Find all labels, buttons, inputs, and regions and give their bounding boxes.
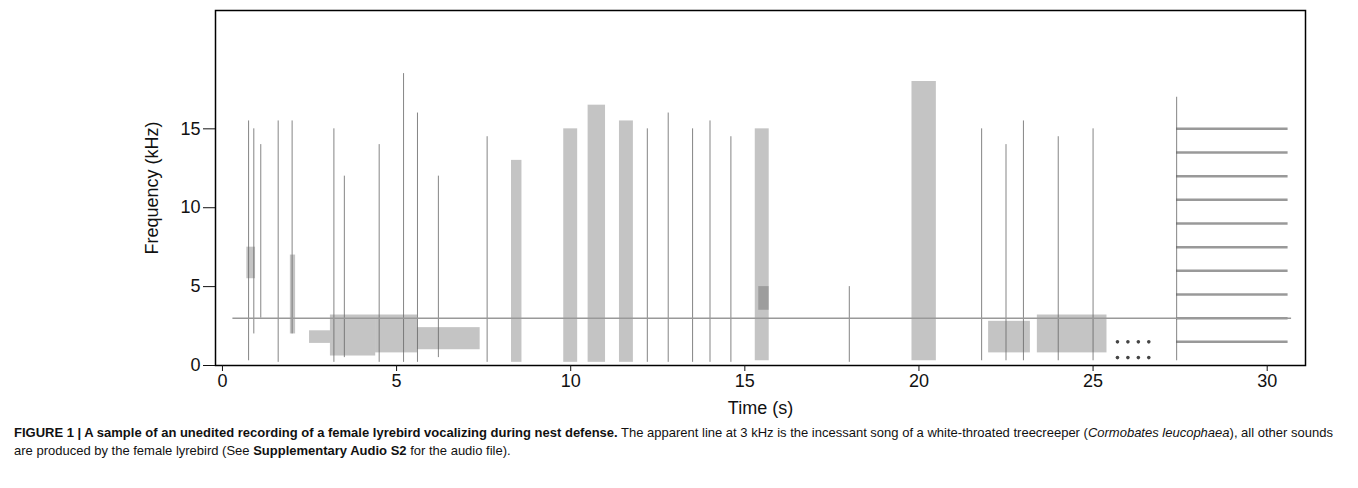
svg-text:10: 10	[561, 371, 581, 391]
svg-text:Frequency (kHz): Frequency (kHz)	[142, 121, 162, 254]
svg-text:25: 25	[1083, 371, 1103, 391]
svg-text:20: 20	[909, 371, 929, 391]
svg-text:15: 15	[180, 119, 200, 139]
svg-text:0: 0	[217, 371, 227, 391]
svg-text:0: 0	[190, 355, 200, 375]
svg-text:15: 15	[735, 371, 755, 391]
svg-text:Time (s): Time (s)	[728, 398, 793, 418]
svg-text:10: 10	[180, 197, 200, 217]
svg-text:30: 30	[1257, 371, 1277, 391]
html-text:FIGURE 1 | A sample of an uned: FIGURE 1 | A sample of an unedited recor…	[14, 425, 1333, 458]
svg-text:5: 5	[392, 371, 402, 391]
svg-text:5: 5	[190, 276, 200, 296]
